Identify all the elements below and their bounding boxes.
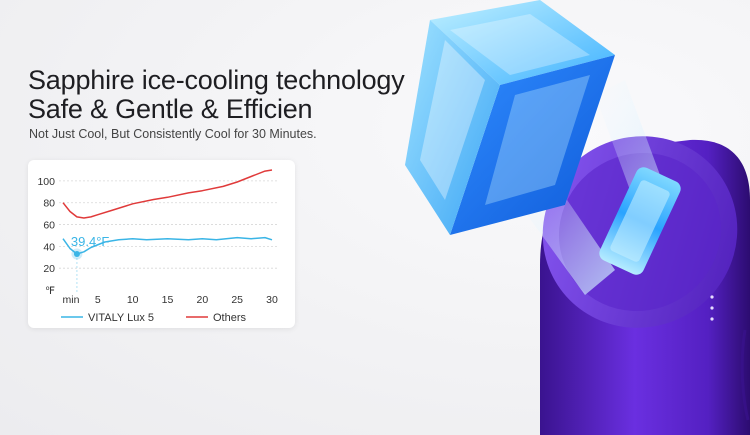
y-tick-label: 80 bbox=[43, 198, 55, 210]
x-tick-label: 20 bbox=[196, 294, 208, 306]
x-axis-labels: min 5 10 15 20 25 30 bbox=[63, 294, 278, 306]
ice-cooling-device-illustration bbox=[405, 0, 750, 435]
ice-crystal-block bbox=[405, 0, 615, 235]
headline-line-2: Safe & Gentle & Efficien bbox=[28, 94, 313, 124]
x-tick-label: 5 bbox=[95, 294, 101, 306]
x-unit-label: min bbox=[63, 294, 80, 306]
series-line-1 bbox=[62, 169, 273, 219]
y-unit-label: ℉ bbox=[45, 285, 55, 297]
legend-label-1: Others bbox=[213, 312, 247, 324]
x-tick-label: 15 bbox=[162, 294, 174, 306]
y-tick-label: 60 bbox=[43, 220, 55, 232]
temperature-chart-card: 20 40 60 80 100 ℉ min 5 10 15 20 25 30 39.4°F VITAL… bbox=[28, 160, 295, 328]
y-tick-label: 100 bbox=[37, 176, 55, 188]
headline-line-1: Sapphire ice-cooling technology bbox=[28, 65, 405, 95]
headline: Sapphire ice-cooling technology Safe & G… bbox=[28, 66, 405, 124]
min-temp-callout: 39.4°F bbox=[71, 234, 110, 292]
sapphire-window bbox=[599, 167, 681, 275]
subheadline: Not Just Cool, But Consistently Cool for… bbox=[29, 127, 317, 141]
chart-legend: VITALY Lux 5 Others bbox=[61, 312, 247, 324]
x-tick-label: 25 bbox=[231, 294, 243, 306]
temperature-chart: 20 40 60 80 100 ℉ min 5 10 15 20 25 30 39.4°F VITAL… bbox=[37, 169, 278, 324]
chart-grid bbox=[59, 180, 278, 269]
legend-label-0: VITALY Lux 5 bbox=[88, 312, 154, 324]
y-axis-labels: 20 40 60 80 100 ℉ bbox=[37, 176, 55, 297]
callout-point bbox=[73, 251, 80, 257]
x-tick-label: 30 bbox=[266, 294, 278, 306]
chart-lines bbox=[62, 169, 273, 255]
callout-label: 39.4°F bbox=[71, 234, 110, 249]
y-tick-label: 40 bbox=[43, 241, 55, 253]
x-tick-label: 10 bbox=[127, 294, 139, 306]
y-tick-label: 20 bbox=[43, 263, 55, 275]
series-line-0 bbox=[62, 236, 273, 255]
